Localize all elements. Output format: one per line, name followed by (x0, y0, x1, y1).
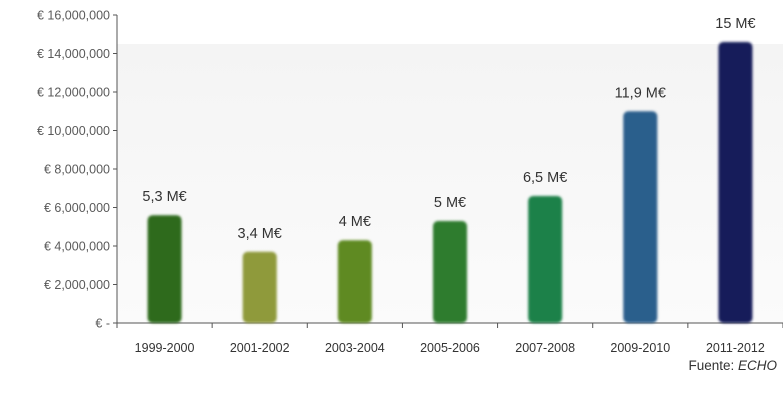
x-tick-label: 2007-2008 (515, 341, 575, 355)
bar (718, 41, 753, 323)
data-label: 11,9 M€ (615, 85, 666, 101)
bars (147, 41, 753, 323)
data-label: 15 M€ (715, 16, 755, 32)
data-label: 3,4 M€ (238, 226, 282, 242)
data-label: 5,3 M€ (142, 189, 186, 205)
bar (528, 195, 563, 323)
bar (337, 240, 372, 323)
bar (242, 251, 277, 323)
y-tick-label: € 12,000,000 (37, 86, 110, 100)
bar (433, 220, 467, 323)
x-axis-ticks: 1999-2000 2001-2002 2003-2004 2005-2006 2007… (116, 323, 783, 355)
y-tick-label: € 14,000,000 (37, 47, 110, 61)
x-tick-label: 2001-2002 (230, 341, 290, 355)
data-label: 5 M€ (434, 195, 466, 211)
y-axis-ticks: € - € 2,000,000 € 4,000,000 € 6,000,000 € 8,… (37, 9, 117, 331)
x-tick-label: 1999-2000 (135, 341, 195, 355)
x-tick-label: 2005-2006 (420, 341, 480, 355)
y-tick-label: € 2,000,000 (44, 278, 110, 292)
source-name: ECHO (737, 358, 777, 373)
y-tick-label: € 8,000,000 (44, 163, 110, 177)
source-note: Fuente: ECHO (688, 358, 777, 373)
bar (147, 215, 182, 323)
y-tick-label: € 10,000,000 (37, 124, 110, 138)
bar (623, 111, 658, 323)
y-tick-label: € 6,000,000 (44, 201, 110, 215)
y-tick-label: € 4,000,000 (44, 240, 110, 254)
data-labels: 5,3 M€ 3,4 M€ 4 M€ 5 M€ 6,5 M€ 11,9 M€ 15 M€ (142, 16, 755, 242)
source-prefix: Fuente: (688, 358, 738, 373)
x-tick-label: 2011-2012 (706, 341, 765, 355)
y-tick-label: € 16,000,000 (37, 9, 110, 23)
x-tick-label: 2003-2004 (325, 341, 385, 355)
x-tick-label: 2009-2010 (610, 341, 670, 355)
data-label: 6,5 M€ (523, 170, 567, 186)
data-label: 4 M€ (339, 214, 371, 230)
y-tick-label: € - (95, 317, 110, 331)
